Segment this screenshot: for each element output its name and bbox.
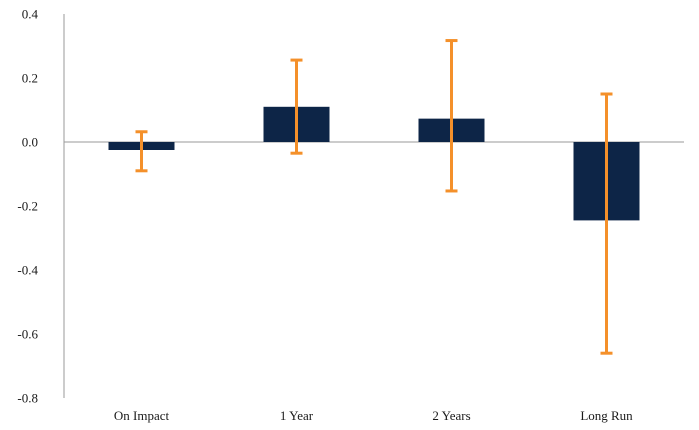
y-tick-label: 0.0 [22,135,38,150]
error-bar [290,58,303,155]
x-tick-label: 1 Year [280,408,314,423]
x-tick-label: Long Run [580,408,633,423]
y-tick-label: 0.4 [22,7,39,22]
x-tick-label: 2 Years [432,408,470,423]
x-axis-labels: On Impact 1 Year 2 Years Long Run [114,408,633,423]
y-tick-label: -0.4 [17,263,38,278]
y-tick-label: -0.2 [17,199,38,214]
y-tick-label: 0.2 [22,71,38,86]
y-tick-label: -0.6 [17,327,38,342]
y-tick-label: -0.8 [17,391,38,406]
bar-series [108,106,640,221]
error-bar [135,130,148,173]
error-bar [600,92,613,355]
error-bar-series [135,39,613,355]
x-tick-label: On Impact [114,408,170,423]
y-axis: 0.4 0.2 0.0 -0.2 -0.4 -0.6 -0.8 [17,7,65,406]
error-bar [445,39,458,193]
